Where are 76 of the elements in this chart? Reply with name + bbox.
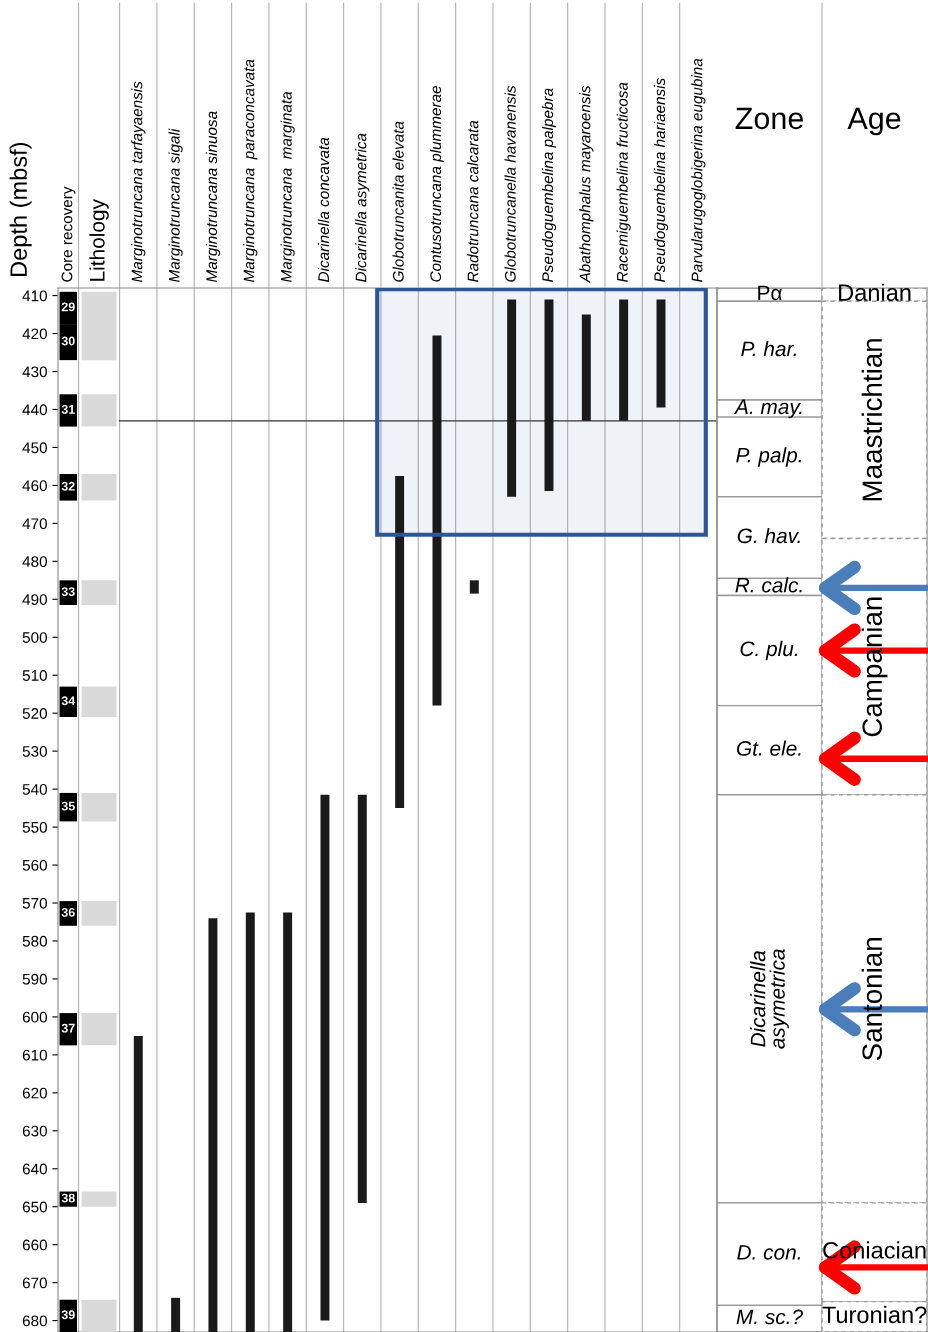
y-tick-label: 670 <box>22 1277 47 1289</box>
x-tick-label: Radotruncana calcarata <box>467 120 479 282</box>
series-label: 37 <box>61 1023 75 1033</box>
y-tick-label: 500 <box>22 632 47 643</box>
series-label: Danian <box>839 283 911 301</box>
series-label: 36 <box>61 907 75 917</box>
x-tick-label: Age <box>847 107 901 136</box>
x-tick-label: Contusotruncana plummerae <box>429 85 445 282</box>
series-label: M. sc.? <box>736 1309 804 1325</box>
series-label: 38 <box>61 1193 75 1203</box>
series-label: A. may. <box>733 399 802 419</box>
series-label: Dicarinella asymetrica <box>750 949 789 1049</box>
series-label: Gt. ele. <box>736 740 801 756</box>
y-tick-label: 600 <box>22 1011 47 1023</box>
x-tick-label: Racemiguembelina fructicosa <box>616 82 631 282</box>
series-label: 30 <box>61 336 75 346</box>
series-label: 31 <box>61 404 75 414</box>
series-label: G. hav. <box>737 527 800 544</box>
series-label: 29 <box>61 302 75 312</box>
x-tick-label: Core recovery <box>61 186 76 282</box>
x-tick-label: Dicarinella asymetrica <box>355 133 370 282</box>
series-label: P. palp. <box>736 447 801 467</box>
series-label: Campanian <box>861 597 888 737</box>
y-tick-label: 540 <box>22 783 47 795</box>
series-label: P. har. <box>741 340 796 357</box>
series-label: C. plu. <box>740 640 798 661</box>
series-label: Maastrichtian <box>861 339 883 501</box>
series-label: Pα <box>758 285 782 301</box>
series-label: Santonian <box>861 938 883 1061</box>
y-tick-label: 440 <box>22 404 47 416</box>
series-label: Turonian? <box>822 1305 927 1324</box>
y-tick-label: 660 <box>22 1239 47 1251</box>
y-tick-label: 550 <box>22 821 47 833</box>
y-tick-label: 430 <box>22 366 47 378</box>
y-tick-label: 610 <box>22 1049 47 1061</box>
y-tick-label: 590 <box>22 973 47 985</box>
x-tick-label: Pseudoguembelina hariaensis <box>653 78 669 282</box>
x-tick-label: Marginotruncana sigali <box>168 128 183 282</box>
x-tick-label: Globotruncanella havanensis <box>504 85 516 282</box>
y-tick-label: 510 <box>22 670 47 681</box>
y-tick-label: 460 <box>22 480 47 492</box>
y-axis-title: Depth (mbsf) <box>9 142 32 276</box>
y-tick-label: 470 <box>22 518 47 530</box>
y-tick-label: 450 <box>22 442 47 454</box>
x-tick-label: Marginotruncana tarfayaensis <box>131 81 146 282</box>
x-tick-label: Globotruncanita elevata <box>392 121 404 282</box>
x-tick-label: Dicarinella concavata <box>317 137 330 282</box>
y-tick-label: 570 <box>22 897 47 909</box>
x-tick-label: Lithology <box>89 199 109 281</box>
x-tick-label: Abathomphalus mayaroensis <box>579 85 594 284</box>
y-tick-label: 620 <box>22 1087 47 1099</box>
x-tick-label: Pseudoguembelina palpebra <box>541 88 557 282</box>
series-label: 35 <box>61 801 75 811</box>
series-label: 33 <box>61 587 75 597</box>
y-tick-label: 630 <box>22 1125 47 1137</box>
series-label: 39 <box>61 1310 75 1320</box>
y-tick-label: 420 <box>22 328 47 340</box>
series-label: D. con. <box>737 1245 800 1260</box>
y-tick-label: 640 <box>22 1163 47 1175</box>
y-tick-label: 410 <box>22 290 47 302</box>
x-tick-label: Marginotruncana paraconcavata <box>243 59 258 282</box>
x-tick-label: Marginotruncana sinuosa <box>205 111 221 282</box>
y-tick-label: 520 <box>22 708 47 719</box>
y-tick-label: 580 <box>22 935 47 947</box>
series-label: 34 <box>61 696 76 706</box>
x-tick-label: Zone <box>735 107 803 130</box>
series-label: 32 <box>61 481 75 491</box>
x-tick-label: Marginotruncana marginata <box>280 91 295 282</box>
y-tick-label: 560 <box>22 859 47 871</box>
y-tick-label: 530 <box>22 746 47 757</box>
series-label: R. calc. <box>735 577 802 593</box>
x-tick-label: Parvularugoglobigerina eugubina <box>691 58 706 282</box>
y-tick-label: 680 <box>22 1315 47 1327</box>
y-tick-label: 490 <box>22 594 47 605</box>
y-tick-label: 480 <box>22 556 47 568</box>
y-tick-label: 650 <box>22 1201 47 1213</box>
